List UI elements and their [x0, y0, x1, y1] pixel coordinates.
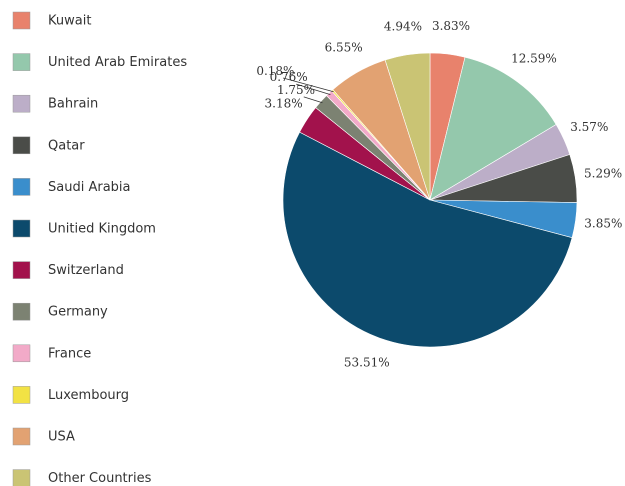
legend-label: USA [48, 430, 75, 445]
legend-label: United Arab Emirates [48, 55, 187, 70]
leader-line [282, 77, 334, 93]
data-label: 3.83% [432, 19, 470, 33]
legend-label: Qatar [48, 138, 85, 153]
legend-swatch [12, 178, 31, 196]
legend-swatch [12, 136, 31, 155]
legend-swatch [12, 11, 31, 30]
legend-label: Luxembourg [48, 388, 129, 403]
legend-label: Germany [48, 305, 108, 320]
legend-swatch [12, 219, 31, 238]
legend-label: Saudi Arabia [48, 180, 131, 195]
legend-swatch [12, 94, 31, 113]
data-label: 3.18% [265, 97, 303, 111]
legend-swatch [12, 427, 31, 446]
legend-swatch [12, 344, 31, 363]
data-label: 4.94% [384, 20, 422, 34]
legend-label: Bahrain [48, 97, 98, 112]
pie-slice [282, 131, 573, 348]
data-label: 1.75% [277, 83, 315, 97]
data-label: 6.55% [325, 40, 363, 54]
pie-slice [384, 52, 431, 201]
data-label: 3.85% [584, 217, 622, 231]
legend-label: Switzerland [48, 263, 124, 278]
data-label: 12.59% [511, 52, 557, 66]
legend-swatch [12, 261, 31, 279]
data-label: 0.76% [270, 70, 308, 84]
legend-label: Other Countries [48, 471, 152, 486]
legend-swatch [12, 302, 31, 321]
leader-line [296, 83, 331, 95]
legend-swatch [12, 53, 31, 71]
data-label: 0.18% [256, 64, 294, 78]
legend-label: Unitied Kingdom [48, 222, 156, 237]
data-label: 53.51% [344, 356, 390, 370]
legend-label: Kuwait [48, 14, 91, 29]
legend-label: France [48, 346, 91, 361]
data-label: 5.29% [584, 167, 622, 181]
legend-swatch [12, 386, 31, 404]
pie-slice [429, 56, 557, 201]
legend-swatch [12, 469, 31, 486]
leader-line [303, 96, 323, 104]
data-label: 3.57% [570, 120, 608, 134]
